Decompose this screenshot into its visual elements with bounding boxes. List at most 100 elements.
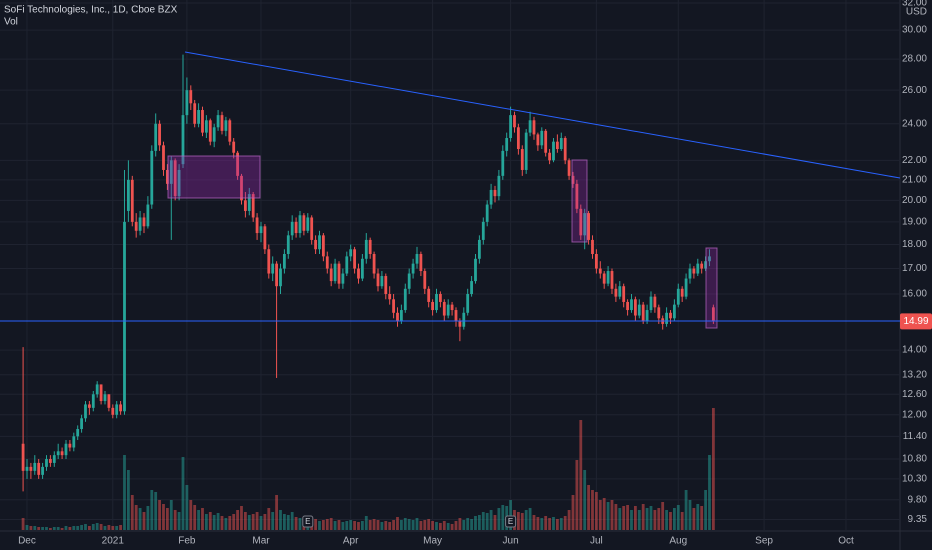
candle-body [41,466,44,475]
candle-body [197,110,200,124]
event-label: E [508,517,513,526]
candle-body [676,288,680,305]
volume-bar [540,518,544,530]
candle-body [684,278,688,297]
volume-bar [275,495,278,530]
candle-body [360,258,364,279]
candle-body [150,150,154,205]
y-tick-label: 14.00 [902,345,927,356]
volume-bar [255,512,259,530]
volume-bar [177,512,181,530]
y-tick-label: 16.00 [902,289,927,300]
volume-bar [189,500,193,530]
volume-bar [251,514,255,530]
candle-body [419,253,423,272]
candle-body [68,443,72,448]
x-tick-label: Sep [755,536,773,547]
volume-bar [396,517,399,530]
volume-bar [271,512,275,530]
volume-bar [103,526,107,530]
candle-body [142,217,146,227]
candle-body [396,312,399,322]
volume-bar [64,526,68,530]
volume-bar [618,508,622,530]
volume-bar [329,518,333,530]
candle-body [123,221,126,412]
volume-bar [509,500,512,530]
volume-bar [633,506,637,530]
y-tick-label: 9.80 [908,494,928,505]
volume-bar [704,490,707,530]
candle-body [559,138,563,150]
candle-body [146,204,150,227]
x-tick-label: Jul [590,536,603,547]
x-tick-label: Mar [252,536,270,547]
volume-bar [427,519,431,530]
volume-bar [333,521,337,530]
candle-body [392,299,395,313]
candle-body [286,235,290,254]
candle-body [72,436,76,448]
event-marker [302,515,314,528]
volume-bar [688,500,692,530]
candle-body [477,239,481,259]
volume-bar [602,498,606,530]
candle-body [45,459,48,467]
candle-body [247,194,251,211]
volume-bar [282,514,286,530]
volume-bar [579,420,583,530]
volume-bar [99,524,103,530]
volume-bar [212,515,216,530]
candle-body [435,294,438,311]
volume-bar [665,510,668,530]
last-price-label: 14.99 [903,316,928,327]
candle-body [555,141,559,150]
candle-body [372,253,376,274]
volume-bar [353,521,356,530]
candle-body [602,273,606,284]
volume-bar [201,508,204,530]
volume-bar [220,516,224,530]
volume-bar [587,485,590,530]
volume-bar [419,521,423,530]
volume-bar [435,522,438,530]
volume-bar [80,525,83,530]
candle-body [692,268,696,274]
candle-body [669,312,672,319]
candle-body [548,152,551,161]
volume-bar [150,490,154,530]
candle-body [80,418,83,430]
volume-bar [692,508,696,530]
candle-body [516,127,520,150]
candle-body [282,253,286,269]
candle-body [216,115,220,128]
candle-body [271,263,275,274]
candle-body [415,253,419,264]
candle-body [384,276,388,295]
candle-body [520,149,524,170]
volume-bar [641,504,645,530]
volume-bar [263,514,267,530]
candle-body [606,271,610,284]
candle-body [56,451,60,456]
volume-bar [37,527,41,530]
y-tick-label: 11.40 [903,431,928,442]
candle-body [411,263,415,274]
candle-body [403,288,407,311]
volume-bar [193,505,197,530]
volume-bar [520,513,524,530]
x-tick-label: 2021 [102,536,125,547]
candle-body [524,132,528,170]
candle-body [263,226,267,250]
volume-bar [501,505,505,530]
candle-body [622,286,626,302]
volume-bar [115,526,119,530]
volume-bar [204,514,208,530]
volume-bar [279,510,282,530]
y-tick-label: 28.00 [902,54,927,65]
volume-bar [111,526,115,530]
volume-bar [711,408,715,530]
volume-bar [548,518,551,530]
volume-bar [52,527,56,530]
candle-body [337,263,341,284]
